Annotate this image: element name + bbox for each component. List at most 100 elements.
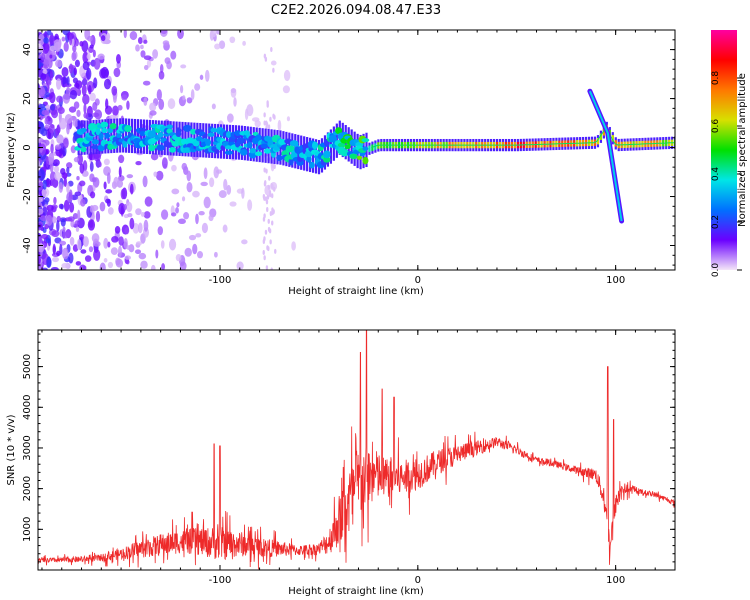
ridge-envelope — [350, 129, 353, 164]
ridge-envelope — [255, 127, 258, 162]
noise-blob — [263, 53, 267, 59]
noise-blob — [45, 156, 50, 168]
noise-blob — [76, 109, 81, 118]
noise-blob — [56, 95, 63, 103]
ridge-blob — [356, 155, 363, 160]
noise-blob — [208, 214, 214, 222]
noise-blob — [50, 143, 54, 154]
noise-blob — [135, 44, 140, 52]
noise-blob — [66, 123, 70, 135]
noise-blob — [161, 157, 168, 169]
noise-blob — [164, 57, 171, 65]
noise-blob — [77, 209, 81, 221]
ridge-blob — [166, 124, 173, 129]
noise-blob — [273, 186, 276, 192]
noise-blob — [38, 266, 42, 270]
ridge-blob — [181, 138, 188, 145]
noise-blob — [78, 180, 86, 187]
noise-blob — [41, 41, 50, 54]
noise-blob — [264, 196, 268, 202]
noise-blob — [44, 124, 50, 130]
noise-blob — [184, 247, 192, 257]
noise-blob — [118, 154, 125, 164]
noise-blob — [138, 252, 147, 260]
noise-blob — [223, 178, 228, 191]
noise-blob — [263, 112, 266, 118]
noise-blob — [39, 146, 43, 153]
noise-blob — [270, 46, 273, 52]
noise-blob — [266, 245, 269, 251]
noise-blob — [98, 161, 102, 168]
noise-blob — [155, 249, 159, 259]
noise-blob — [124, 227, 130, 235]
noise-blob — [103, 237, 109, 249]
spectrogram-xtick-label: 100 — [606, 275, 625, 286]
noise-blob — [91, 177, 97, 183]
ridge-blob — [263, 148, 272, 154]
noise-blob — [262, 239, 266, 245]
noise-blob — [210, 30, 217, 38]
ridge-blob — [362, 156, 369, 165]
ridge-blob — [340, 149, 349, 157]
noise-blob — [41, 187, 50, 198]
noise-blob — [113, 176, 119, 188]
noise-blob — [58, 240, 67, 246]
noise-blob — [66, 182, 70, 194]
noise-blob — [38, 44, 44, 53]
noise-blob — [57, 106, 65, 115]
ridge-envelope — [125, 118, 128, 153]
noise-blob — [38, 137, 44, 143]
noise-blob — [66, 166, 70, 174]
noise-blob — [291, 241, 296, 251]
noise-blob — [58, 181, 64, 193]
noise-blob — [92, 49, 96, 58]
noise-blob — [271, 210, 274, 216]
noise-blob — [233, 97, 237, 107]
noise-blob — [142, 80, 151, 86]
noise-blob — [269, 116, 272, 122]
noise-blob — [72, 118, 79, 127]
noise-blob — [247, 199, 253, 211]
noise-blob — [65, 87, 71, 98]
ridge-core — [368, 145, 371, 152]
noise-blob — [274, 248, 277, 254]
ridge-envelope — [139, 119, 143, 154]
noise-blob — [123, 30, 127, 39]
noise-blob — [88, 246, 94, 253]
ridge-blob — [80, 146, 87, 153]
noise-blob — [272, 67, 275, 73]
ridge-blob — [309, 161, 315, 169]
noise-blob — [41, 234, 49, 240]
ridge-blob — [190, 128, 197, 135]
colorbar-ticks: 0.0 0.2 0.4 0.6 0.8 — [711, 71, 742, 277]
noise-blob — [263, 213, 266, 219]
noise-blob — [118, 202, 126, 215]
noise-blob — [126, 174, 134, 179]
ridge-blob — [183, 124, 192, 132]
noise-blob — [117, 245, 122, 258]
ridge-core — [596, 138, 600, 145]
noise-blob — [112, 93, 117, 103]
noise-blob — [266, 100, 269, 106]
noise-blob — [267, 218, 270, 224]
noise-blob — [74, 59, 80, 68]
meteor-spike — [588, 90, 623, 222]
noise-blob — [94, 109, 103, 120]
noise-blob — [75, 261, 82, 266]
noise-blob — [50, 266, 59, 270]
noise-blob — [273, 114, 276, 120]
noise-blob — [218, 190, 227, 199]
noise-blob — [115, 258, 124, 268]
noise-blob — [183, 212, 190, 220]
noise-blob — [177, 218, 186, 225]
noise-blob — [143, 39, 148, 44]
noise-blob — [143, 219, 149, 232]
noise-blob — [218, 40, 226, 50]
noise-blob — [158, 98, 165, 110]
snr-xtick-label: -100 — [209, 575, 232, 586]
noise-blob — [62, 150, 66, 157]
noise-blob — [198, 211, 205, 216]
noise-blob — [76, 176, 80, 181]
noise-blob — [77, 153, 84, 166]
noise-blob — [282, 85, 290, 94]
